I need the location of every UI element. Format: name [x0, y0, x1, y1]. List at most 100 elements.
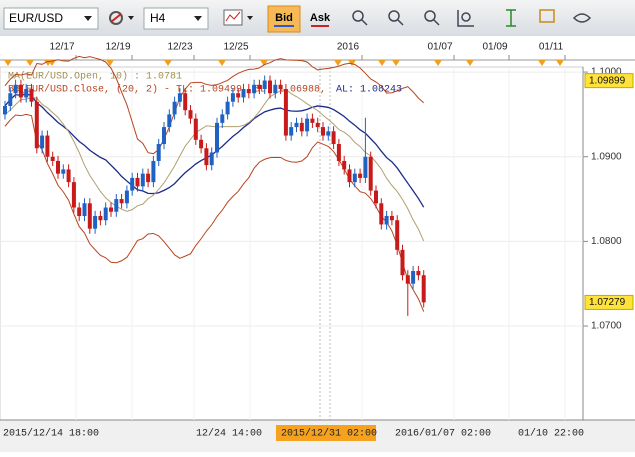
price-tick-label: 1.0900: [591, 151, 622, 162]
candle-body: [289, 127, 294, 136]
toolbar: [0, 0, 635, 36]
candle-body: [151, 160, 156, 183]
candle-body: [342, 160, 347, 170]
time-label: 2016/01/07 02:00: [395, 428, 491, 440]
candle-body: [246, 89, 251, 94]
candle-body: [220, 114, 225, 123]
event-marker: [434, 60, 442, 66]
price-marker: [584, 73, 634, 89]
candle-body: [368, 156, 373, 191]
candle-body: [193, 118, 198, 140]
toolbar-icons[interactable]: [352, 9, 592, 27]
event-marker: [106, 60, 114, 66]
candle-body: [384, 215, 389, 225]
candle-body: [215, 122, 219, 153]
candle-body: [374, 190, 378, 204]
candle-body: [34, 101, 39, 149]
dropdown-arrow: [84, 16, 92, 21]
candle-body: [358, 173, 363, 178]
top-date-label: 12/19: [105, 42, 130, 53]
event-marker: [260, 60, 268, 66]
dropdown-arrow: [194, 16, 202, 21]
candle-body: [40, 135, 45, 149]
event-marker: [218, 60, 226, 66]
candle-body: [209, 152, 214, 166]
candle-body: [183, 93, 188, 111]
candle-body: [363, 156, 368, 178]
candle-body: [45, 135, 50, 157]
bollinger-middle: [4, 93, 425, 208]
bid-button[interactable]: [267, 5, 301, 33]
top-date-label: 12/23: [167, 42, 192, 53]
candle-body: [66, 169, 71, 183]
top-date-label: 12/17: [49, 42, 74, 53]
price-tick-label: 1.0800: [591, 236, 622, 247]
candle-body: [130, 177, 135, 191]
candle-body: [119, 199, 124, 204]
candle-body: [167, 114, 172, 128]
candle-body: [421, 275, 426, 303]
event-marker: [26, 60, 34, 66]
moving-average: [4, 88, 425, 242]
candle-body: [262, 80, 267, 90]
dropdown-arrow: [128, 16, 134, 20]
candle-body: [50, 156, 55, 161]
candle-body: [305, 118, 310, 132]
candle-body: [336, 144, 341, 161]
candle-body: [98, 215, 103, 221]
candle-body: [230, 93, 235, 102]
indicator-icon[interactable]: [109, 11, 123, 25]
symbol: EUR/USD: [9, 11, 63, 25]
candle-body: [24, 89, 29, 98]
candle-body: [3, 105, 7, 115]
chart-type-icon[interactable]: [223, 9, 243, 26]
candle-body: [347, 169, 352, 183]
candle-body: [331, 131, 336, 145]
candle-body: [199, 139, 204, 149]
candle-body: [77, 207, 82, 216]
top-date-label: 12/25: [223, 42, 248, 53]
event-marker: [466, 60, 474, 66]
candle-body: [379, 203, 384, 225]
time-label: 01/10 22:00: [518, 428, 584, 440]
candle-body: [273, 84, 278, 94]
candle-body: [411, 271, 416, 284]
candle-body: [156, 144, 161, 161]
bollinger-lower: [4, 113, 425, 312]
top-date-label: 2016: [337, 42, 360, 53]
ask-label[interactable]: Ask: [310, 12, 331, 24]
candle-body: [321, 127, 325, 136]
candle-body: [416, 271, 421, 276]
event-marker: [348, 60, 356, 66]
candle-body: [172, 101, 177, 115]
candle-body: [61, 169, 66, 174]
candle-body: [294, 122, 299, 128]
candle-body: [252, 84, 257, 94]
event-marker: [4, 60, 12, 66]
candle-body: [114, 199, 119, 212]
candle-body: [177, 93, 182, 102]
candle-body: [299, 122, 304, 132]
event-marker: [538, 60, 546, 66]
timeframe-select[interactable]: [143, 7, 209, 30]
symbol-select[interactable]: [3, 7, 99, 30]
ask-underline: [311, 25, 329, 27]
candle-body: [278, 84, 283, 90]
candle-body: [8, 93, 13, 106]
candle-body: [283, 89, 288, 136]
candle-body: [82, 203, 87, 216]
time-label: 2015/12/31 02:00: [281, 428, 377, 440]
dropdown-arrow: [247, 16, 253, 20]
event-marker: [334, 60, 342, 66]
price-marker: [584, 294, 634, 310]
price-tick-label: 1.0700: [591, 321, 622, 332]
price-axis: [583, 67, 635, 420]
ma-label: MA(EUR/USD.Open, 10) : 1.0781: [8, 71, 182, 83]
candle-body: [140, 173, 145, 187]
top-date-label: 01/11: [539, 42, 564, 53]
candle-body: [405, 275, 410, 284]
time-label: 12/24 14:00: [196, 428, 262, 440]
candle-body: [188, 110, 193, 119]
event-marker: [392, 60, 400, 66]
